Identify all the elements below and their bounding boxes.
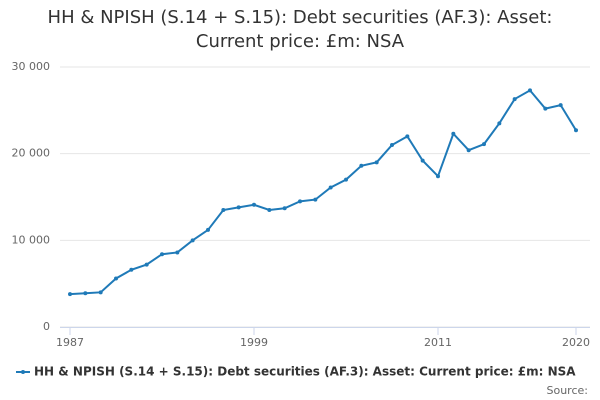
legend-marker (21, 370, 25, 374)
point (390, 143, 394, 147)
point (236, 205, 241, 210)
point (359, 163, 364, 168)
y-tick-label: 20 000 (12, 147, 51, 160)
point (221, 208, 226, 212)
point (160, 252, 164, 257)
point (374, 160, 379, 165)
point (68, 292, 72, 297)
x-tick-label: 2020 (562, 336, 590, 349)
point (512, 97, 517, 102)
point (328, 185, 333, 190)
x-tick-label: 2011 (424, 336, 452, 349)
point (267, 208, 272, 212)
y-tick-label: 30 000 (12, 60, 51, 73)
point (344, 177, 348, 182)
point (252, 202, 256, 207)
point (528, 88, 532, 93)
point (436, 174, 440, 179)
point (190, 238, 195, 243)
point (98, 290, 103, 295)
point (83, 291, 88, 296)
point (497, 121, 502, 126)
point (206, 227, 210, 232)
point (482, 142, 486, 147)
y-tick-label: 10 000 (12, 233, 51, 246)
point (175, 250, 180, 255)
x-tick-label: 1999 (240, 336, 268, 349)
y-tick-label: 0 (43, 320, 50, 333)
x-tick-label: 1987 (56, 336, 84, 349)
point (420, 158, 425, 163)
source: Source: (547, 384, 589, 397)
point (574, 128, 578, 133)
point (144, 262, 149, 267)
point (466, 148, 471, 153)
point (313, 197, 318, 202)
series-line (69, 89, 577, 296)
point (543, 106, 548, 111)
point (282, 206, 287, 211)
point (298, 199, 302, 204)
point (129, 267, 134, 272)
point (558, 103, 563, 108)
chart-title: HH & NPISH (S.14 + S.15): Debt securitie… (47, 7, 553, 52)
point (114, 276, 118, 281)
legend-label: HH & NPISH (S.14 + S.15): Debt securitie… (34, 365, 576, 379)
point (451, 131, 456, 136)
point (405, 134, 410, 139)
